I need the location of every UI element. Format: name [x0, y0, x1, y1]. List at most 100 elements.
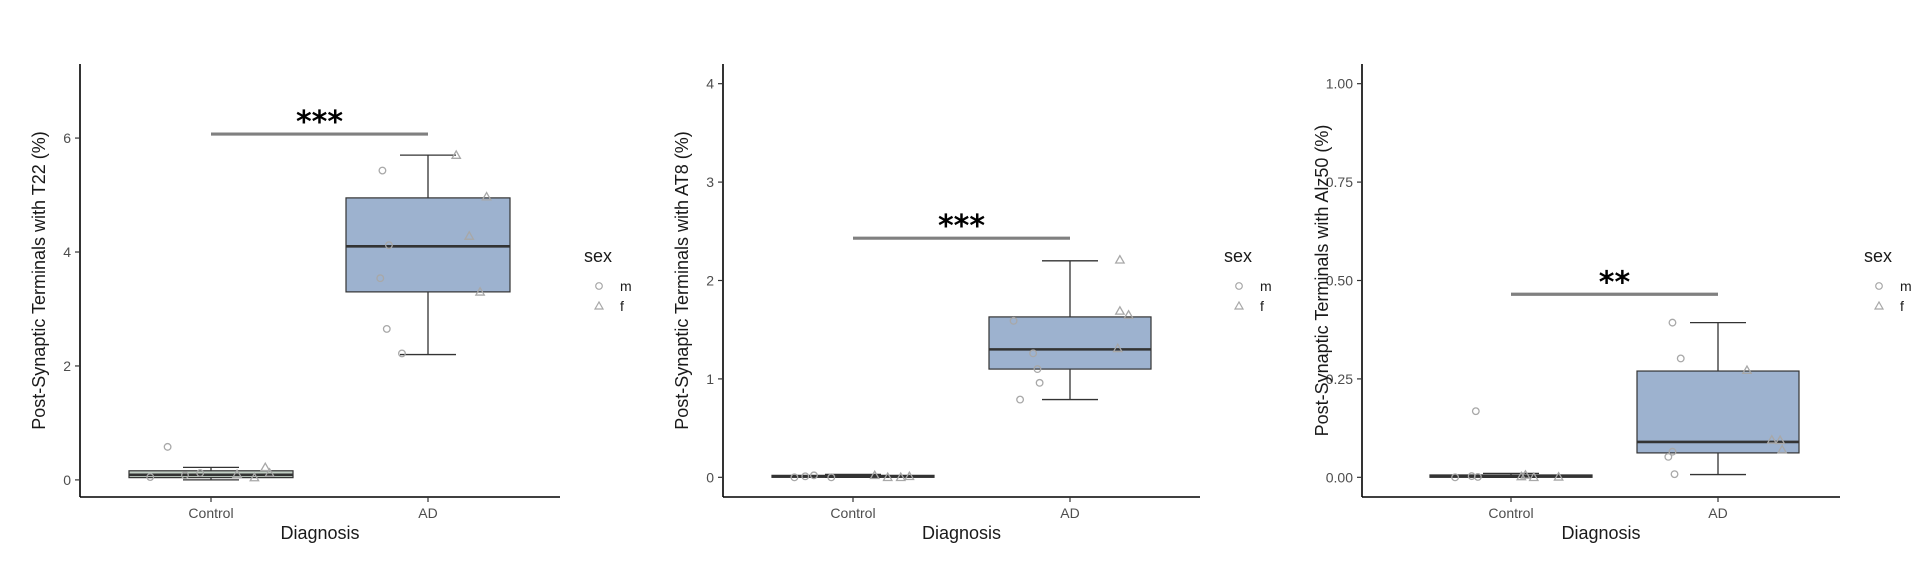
- data-point-m: [1668, 447, 1677, 456]
- y-tick-label: 0.00: [1326, 469, 1353, 485]
- data-point-f: [1114, 254, 1126, 264]
- x-axis-title: Diagnosis: [280, 523, 359, 543]
- box-control: [771, 473, 935, 478]
- data-point-m: [827, 473, 836, 482]
- y-tick-label: 3: [706, 174, 714, 190]
- data-point-m: [801, 472, 810, 481]
- y-axis-title: Post-Synaptic Terminals with T22 (%): [29, 131, 49, 429]
- data-point-f: [1776, 444, 1788, 454]
- legend-key-f: [1233, 300, 1245, 310]
- y-tick-label: 1: [706, 371, 714, 387]
- data-point-f: [259, 461, 271, 472]
- box-ad: [345, 154, 511, 356]
- x-axis-title: Diagnosis: [1561, 523, 1640, 543]
- y-tick-label: 6: [63, 130, 71, 146]
- significance-label: ***: [296, 105, 343, 140]
- y-tick-label: 0.50: [1326, 273, 1353, 289]
- chart-panel-2: 0 1 2 3 4 Control AD Diagnosis Post-Synaptic Ter…: [672, 64, 1272, 543]
- legend-key-m: [1875, 282, 1883, 290]
- data-point-f: [264, 467, 275, 477]
- legend-key-m: [1235, 282, 1243, 290]
- data-point-m: [376, 274, 385, 283]
- y-tick-label: 0.25: [1326, 371, 1353, 387]
- data-point-f: [1774, 434, 1786, 445]
- x-tick-label-control: Control: [1488, 505, 1533, 521]
- legend-label-m: m: [1900, 278, 1912, 294]
- y-tick-label: 0.75: [1326, 174, 1353, 190]
- legend-label-f: f: [620, 298, 624, 314]
- data-point-f: [1766, 434, 1778, 444]
- data-point-f: [882, 471, 894, 482]
- x-tick-label-control: Control: [830, 505, 875, 521]
- legend-label-f: f: [1260, 298, 1264, 314]
- data-point-m: [1676, 354, 1685, 363]
- box-body: [988, 316, 1152, 370]
- data-point-m: [163, 442, 172, 451]
- y-tick-label: 4: [63, 244, 71, 260]
- data-point-m: [809, 471, 818, 480]
- legend-title: sex: [1864, 246, 1892, 266]
- data-point-m: [790, 473, 799, 482]
- data-point-m: [1035, 378, 1044, 387]
- box-body: [1636, 370, 1800, 454]
- legend-label-f: f: [1900, 298, 1904, 314]
- data-point-f: [1114, 305, 1126, 315]
- data-point-f: [1528, 471, 1540, 482]
- data-point-f: [474, 286, 486, 296]
- data-point-m: [1016, 395, 1025, 404]
- data-point-f: [231, 468, 243, 479]
- data-point-m: [196, 469, 205, 478]
- legend-label-m: m: [620, 278, 632, 294]
- chart-panel-1: 0 2 4 6 Control AD Diagnosis Post-Synaptic Term…: [29, 64, 632, 543]
- data-point-f: [869, 469, 881, 480]
- data-point-f: [1553, 471, 1564, 481]
- data-point-f: [1520, 469, 1531, 479]
- data-point-m: [1664, 452, 1673, 461]
- y-tick-label: 0: [63, 472, 71, 488]
- y-tick-label: 1.00: [1326, 76, 1353, 92]
- data-point-f: [249, 472, 260, 482]
- data-point-m: [1009, 316, 1018, 325]
- data-point-f: [450, 149, 462, 159]
- data-point-m: [1473, 472, 1482, 481]
- x-tick-label-ad: AD: [1060, 505, 1079, 521]
- box-body: [345, 197, 511, 293]
- data-point-m: [1471, 407, 1480, 416]
- data-point-f: [481, 191, 492, 201]
- legend-key-f: [1873, 300, 1885, 310]
- data-point-m: [1451, 473, 1460, 482]
- data-point-m: [384, 241, 393, 250]
- data-point-m: [378, 166, 387, 175]
- data-point-m: [1029, 349, 1038, 358]
- legend-label-m: m: [1260, 278, 1272, 294]
- y-axis-title: Post-Synaptic Terminals with AT8 (%): [672, 131, 692, 429]
- x-tick-label-control: Control: [188, 505, 233, 521]
- data-point-m: [398, 349, 406, 358]
- data-point-f: [904, 470, 915, 481]
- data-point-f: [1123, 309, 1134, 319]
- data-point-f: [895, 471, 907, 482]
- data-point-m: [1670, 470, 1679, 479]
- legend-key-f: [593, 300, 605, 310]
- y-tick-label: 2: [63, 358, 71, 374]
- x-axis-title: Diagnosis: [922, 523, 1001, 543]
- x-tick-label-ad: AD: [418, 505, 437, 521]
- significance-label: ***: [938, 209, 985, 244]
- y-tick-label: 2: [706, 273, 714, 289]
- legend-title: sex: [584, 246, 612, 266]
- data-point-f: [463, 230, 475, 240]
- x-tick-label-ad: AD: [1708, 505, 1727, 521]
- data-point-f: [1112, 342, 1124, 353]
- legend-title: sex: [1224, 246, 1252, 266]
- y-axis-title: Post-Synaptic Terminals with Alz50 (%): [1312, 125, 1332, 437]
- data-point-m: [146, 473, 155, 482]
- chart-panel-3: 0.00 0.25 0.50 0.75 1.00 Control AD Diagnosis Po…: [1312, 64, 1912, 543]
- legend-key-m: [595, 282, 603, 290]
- y-tick-label: 4: [706, 76, 714, 92]
- box-ad: [988, 260, 1152, 401]
- data-point-f: [1516, 471, 1527, 481]
